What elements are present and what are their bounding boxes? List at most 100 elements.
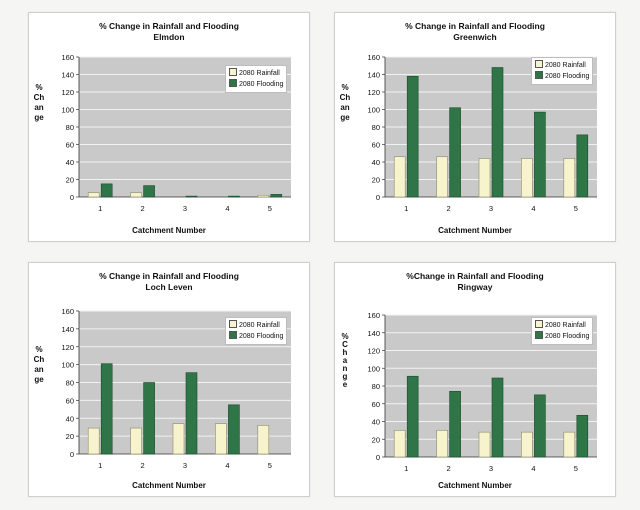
x-tick-label: 5 — [574, 464, 578, 473]
y-tick-label: 140 — [367, 329, 380, 338]
chart-legend: 2080 Rainfall 2080 Flooding — [225, 317, 288, 345]
y-tick-label: 120 — [367, 347, 380, 356]
y-tick-label: 140 — [61, 71, 74, 80]
chart-subtitle: Loch Leven — [145, 282, 193, 292]
bar-flooding — [270, 194, 283, 198]
legend-label: 2080 Flooding — [239, 81, 284, 88]
y-tick-label: 120 — [61, 88, 74, 97]
y-tick-label: 160 — [61, 53, 74, 62]
y-axis-label-line: Ch — [33, 93, 45, 102]
y-axis-label-line: % — [341, 83, 349, 92]
legend-swatch-rainfall — [535, 320, 543, 328]
bar-flooding — [491, 377, 504, 458]
y-tick-label: 40 — [66, 158, 74, 167]
bar-rainfall — [436, 430, 448, 458]
y-axis-label-line: Ch — [33, 355, 45, 364]
bar-rainfall — [130, 427, 142, 455]
bar-rainfall — [478, 158, 491, 198]
bar-flooding — [143, 382, 155, 455]
chart-title: % Change in Rainfall and Flooding Elmdon — [29, 21, 309, 43]
y-axis-label-line: % — [341, 332, 349, 341]
y-axis-label-line: n — [342, 364, 348, 373]
y-tick-label: 20 — [66, 432, 74, 441]
y-tick-label: 60 — [66, 396, 74, 405]
x-tick-label: 2 — [141, 461, 145, 470]
x-tick-label: 1 — [98, 204, 102, 213]
bar-flooding — [185, 195, 198, 198]
legend-item-flooding: 2080 Flooding — [229, 331, 283, 342]
x-tick-label: 4 — [531, 464, 535, 473]
legend-swatch-rainfall — [229, 320, 237, 328]
chart-plot: 0 20 40 60 80 100 120 140 160 1 2 3 4 5 — [61, 307, 291, 470]
legend-swatch-flooding — [229, 79, 237, 87]
y-tick-label: 20 — [372, 435, 380, 444]
x-tick-label: 2 — [447, 464, 451, 473]
x-axis-label: Catchment Number — [438, 226, 512, 235]
x-axis-label: Catchment Number — [132, 226, 206, 235]
legend-item-rainfall: 2080 Rainfall — [229, 320, 283, 331]
x-tick-label: 3 — [489, 204, 493, 213]
bar-flooding — [576, 134, 589, 198]
y-tick-label: 20 — [372, 176, 380, 185]
y-tick-label: 40 — [372, 158, 380, 167]
y-tick-label: 0 — [376, 193, 380, 202]
legend-label: 2080 Rainfall — [239, 70, 280, 77]
bar-rainfall — [393, 156, 406, 198]
chart-title-main: % Change in Rainfall and Flooding — [99, 21, 239, 31]
y-axis-label-line: ge — [340, 113, 350, 122]
bar-rainfall — [172, 423, 185, 455]
x-tick-label: 3 — [489, 464, 493, 473]
chart-title: % Change in Rainfall and Flooding Greenw… — [335, 21, 615, 43]
chart-legend: 2080 Rainfall 2080 Flooding — [531, 57, 594, 85]
y-tick-label: 40 — [372, 418, 380, 427]
y-axis-label-line: Ch — [339, 93, 351, 102]
y-axis-label: % Ch an ge — [33, 83, 45, 123]
bar-rainfall — [521, 431, 533, 458]
bar-flooding — [534, 111, 546, 198]
legend-swatch-flooding — [229, 331, 237, 339]
bar-flooding — [406, 375, 419, 458]
legend-label: 2080 Rainfall — [239, 322, 280, 329]
x-tick-label: 4 — [531, 204, 535, 213]
chart-panel-elmdon: % Change in Rainfall and Flooding Elmdon… — [28, 12, 310, 242]
bar-flooding — [228, 404, 240, 455]
y-axis-label-line: ge — [34, 113, 44, 122]
bar-flooding — [491, 67, 504, 198]
legend-swatch-flooding — [535, 331, 543, 339]
bar-flooding — [576, 414, 589, 458]
bar-flooding — [100, 183, 113, 198]
y-axis-label-line: % — [35, 83, 43, 92]
bar-rainfall — [257, 425, 270, 455]
y-axis-label-line: a — [342, 356, 348, 365]
y-tick-label: 40 — [66, 414, 74, 423]
y-tick-label: 0 — [70, 450, 74, 459]
y-tick-label: 0 — [376, 453, 380, 462]
x-tick-label: 5 — [574, 204, 578, 213]
y-tick-label: 80 — [372, 123, 380, 132]
bar-rainfall — [130, 192, 142, 198]
y-axis-label-line: an — [34, 103, 44, 112]
x-tick-label: 2 — [141, 204, 145, 213]
legend-item-rainfall: 2080 Rainfall — [535, 320, 589, 331]
y-tick-label: 160 — [61, 307, 74, 316]
bar-flooding — [534, 394, 546, 458]
bar-rainfall — [478, 431, 491, 458]
chart-plot: 0 20 40 60 80 100 120 140 160 1 2 3 4 5 — [367, 53, 597, 213]
y-axis-label-line: an — [34, 365, 44, 374]
x-tick-label: 1 — [98, 461, 102, 470]
y-tick-label: 120 — [61, 343, 74, 352]
y-axis-label: % Ch an ge — [339, 83, 351, 123]
chart-subtitle: Ringway — [457, 282, 493, 292]
x-tick-label: 1 — [404, 204, 408, 213]
x-tick-label: 3 — [183, 204, 187, 213]
legend-label: 2080 Flooding — [239, 333, 284, 340]
legend-swatch-rainfall — [229, 68, 237, 76]
y-axis-label-line: C — [342, 340, 348, 349]
y-tick-label: 60 — [372, 400, 380, 409]
bar-flooding — [406, 75, 419, 198]
y-tick-label: 100 — [61, 361, 74, 370]
chart-title-main: %Change in Rainfall and Flooding — [406, 271, 544, 281]
legend-label: 2080 Flooding — [545, 333, 590, 340]
y-axis-label: % C h a n g e — [339, 333, 351, 389]
chart-panel-greenwich: % Change in Rainfall and Flooding Greenw… — [334, 12, 616, 242]
